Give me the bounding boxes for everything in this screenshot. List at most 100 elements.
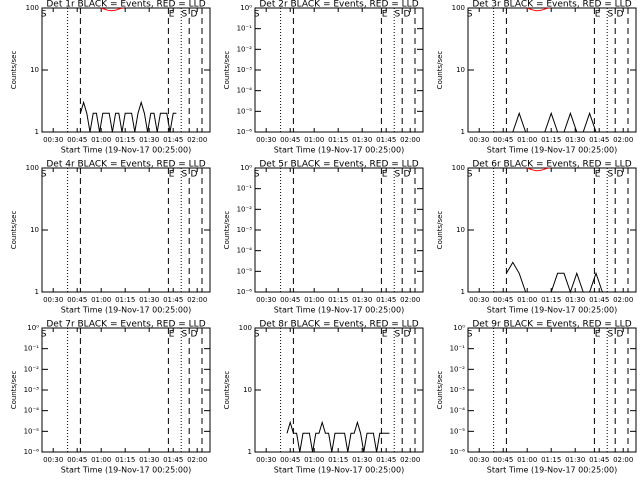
- x-tick-label: 01:00: [304, 296, 324, 304]
- y-tick-label: 10: [30, 66, 39, 74]
- x-tick-label: 01:30: [139, 456, 159, 464]
- y-tick-label: 100: [452, 4, 465, 12]
- x-tick-label: 00:30: [469, 456, 489, 464]
- x-axis-label: Start Time (19-Nov-17 00:25:00): [487, 306, 617, 315]
- x-tick-label: 01:45: [376, 456, 396, 464]
- event-annotation: E: [595, 330, 601, 340]
- event-annotation: S: [254, 330, 260, 340]
- y-tick-label: 10⁻⁶: [237, 128, 253, 136]
- x-tick-label: 01:00: [304, 456, 324, 464]
- data-line: [527, 167, 550, 172]
- y-axis-label: Counts/sec: [436, 51, 444, 90]
- x-tick-label: 00:30: [469, 296, 489, 304]
- x-tick-label: 01:45: [163, 136, 183, 144]
- y-tick-label: 10⁻⁵: [237, 107, 253, 115]
- x-tick-label: 01:15: [115, 136, 135, 144]
- event-annotation: S: [182, 170, 188, 180]
- x-tick-label: 01:45: [376, 296, 396, 304]
- x-axis-label: Start Time (19-Nov-17 00:25:00): [61, 146, 191, 155]
- event-annotation: S: [395, 330, 401, 340]
- x-axis-label: Start Time (19-Nov-17 00:25:00): [274, 146, 404, 155]
- y-tick-label: 10⁻²: [450, 365, 466, 373]
- event-annotation: E: [169, 330, 175, 340]
- x-axis-label: Start Time (19-Nov-17 00:25:00): [274, 306, 404, 315]
- y-axis-label: Counts/sec: [10, 371, 18, 410]
- y-tick-label: 10⁻⁶: [450, 448, 466, 456]
- x-tick-label: 00:30: [256, 136, 276, 144]
- event-annotation: S: [608, 10, 614, 20]
- x-tick-label: 00:30: [43, 296, 63, 304]
- x-tick-label: 01:15: [328, 296, 348, 304]
- y-tick-label: 10⁻¹: [450, 345, 466, 353]
- x-axis-label: Start Time (19-Nov-17 00:25:00): [61, 466, 191, 475]
- event-annotation: D: [191, 330, 198, 340]
- event-annotation: D: [404, 10, 411, 20]
- y-tick-label: 10⁰: [240, 164, 252, 172]
- x-tick-label: 00:45: [493, 456, 513, 464]
- x-tick-label: 01:15: [541, 296, 561, 304]
- x-tick-label: 01:00: [304, 136, 324, 144]
- y-tick-label: 1: [248, 448, 252, 456]
- y-axis-label: Counts/sec: [223, 371, 231, 410]
- y-tick-label: 10⁻³: [450, 386, 466, 394]
- x-tick-label: 01:00: [91, 296, 111, 304]
- x-tick-label: 02:00: [613, 456, 633, 464]
- y-axis-label: Counts/sec: [223, 211, 231, 250]
- x-tick-label: 02:00: [400, 136, 420, 144]
- x-tick-label: 02:00: [187, 456, 207, 464]
- data-line: [506, 111, 603, 133]
- x-tick-label: 01:45: [163, 296, 183, 304]
- x-tick-label: 00:45: [493, 296, 513, 304]
- event-annotation: S: [254, 10, 260, 20]
- event-annotation: S: [182, 330, 188, 340]
- x-tick-label: 01:15: [328, 456, 348, 464]
- y-tick-label: 100: [239, 324, 252, 332]
- y-tick-label: 10⁰: [27, 324, 39, 332]
- x-tick-label: 00:45: [67, 296, 87, 304]
- y-tick-label: 10⁻¹: [237, 25, 253, 33]
- chart-title: Det 6r BLACK = Events, RED = LLD: [472, 160, 631, 170]
- x-tick-label: 01:15: [115, 296, 135, 304]
- y-tick-label: 10⁰: [453, 324, 465, 332]
- x-tick-label: 01:15: [541, 456, 561, 464]
- event-annotation: S: [395, 10, 401, 20]
- event-annotation: E: [382, 10, 388, 20]
- y-tick-label: 10⁻⁶: [237, 288, 253, 296]
- event-annotation: D: [404, 330, 411, 340]
- x-tick-label: 01:30: [565, 296, 585, 304]
- chart-title: Det 9r BLACK = Events, RED = LLD: [472, 320, 631, 330]
- data-line: [286, 420, 390, 453]
- event-annotation: S: [41, 330, 47, 340]
- y-tick-label: 10⁻⁴: [237, 87, 253, 95]
- event-annotation: D: [404, 170, 411, 180]
- x-tick-label: 02:00: [400, 456, 420, 464]
- x-tick-label: 02:00: [400, 296, 420, 304]
- x-tick-label: 01:30: [139, 136, 159, 144]
- x-tick-label: 01:30: [565, 136, 585, 144]
- y-tick-label: 10⁻⁴: [237, 247, 253, 255]
- x-tick-label: 00:30: [43, 136, 63, 144]
- x-tick-label: 02:00: [613, 136, 633, 144]
- y-axis-label: Counts/sec: [436, 371, 444, 410]
- chart-title: Det 8r BLACK = Events, RED = LLD: [259, 320, 418, 330]
- x-tick-label: 01:15: [328, 136, 348, 144]
- x-tick-label: 01:45: [376, 136, 396, 144]
- x-tick-label: 01:30: [352, 296, 372, 304]
- y-tick-label: 10⁻³: [237, 226, 253, 234]
- chart-title: Det 2r BLACK = Events, RED = LLD: [259, 0, 418, 10]
- x-tick-label: 01:00: [517, 296, 537, 304]
- event-annotation: D: [191, 10, 198, 20]
- x-axis-label: Start Time (19-Nov-17 00:25:00): [487, 146, 617, 155]
- x-tick-label: 02:00: [187, 296, 207, 304]
- y-axis-label: Counts/sec: [223, 51, 231, 90]
- data-line: [101, 7, 124, 12]
- event-annotation: E: [169, 170, 175, 180]
- y-tick-label: 1: [461, 128, 465, 136]
- y-tick-label: 100: [26, 164, 39, 172]
- event-annotation: E: [382, 330, 388, 340]
- x-tick-label: 01:15: [115, 456, 135, 464]
- event-annotation: S: [467, 10, 473, 20]
- event-annotation: S: [41, 170, 47, 180]
